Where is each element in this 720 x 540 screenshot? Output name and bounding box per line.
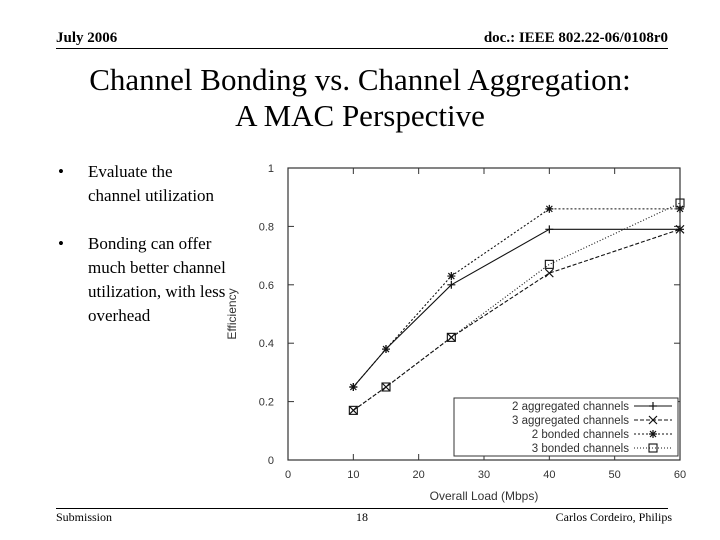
data-point-series-4 (675, 198, 685, 208)
y-tick-label: 0.6 (259, 280, 274, 292)
data-point-series-4 (544, 259, 554, 269)
x-tick-label: 20 (413, 469, 425, 481)
bullet-text: Bonding can offer much better channel ut… (88, 234, 226, 325)
title-line-1: Channel Bonding vs. Channel Aggregation: (89, 62, 631, 97)
data-point-series-2 (348, 405, 358, 415)
bullet-list: • Evaluate the channel utilization • Bon… (58, 160, 228, 352)
x-tick-label: 60 (674, 469, 686, 481)
footer-page-number: 18 (356, 510, 368, 524)
data-point-series-2 (381, 382, 391, 392)
footer-submission: Submission (56, 510, 113, 524)
bullet-mark: • (58, 234, 64, 253)
data-point-series-2 (446, 332, 456, 342)
footer-author: Carlos Cordeiro, Philips (555, 510, 672, 524)
slide-title: Channel Bonding vs. Channel Aggregation:… (0, 62, 720, 134)
data-point-series-2 (544, 268, 554, 278)
legend-entry-label: 3 aggregated channels (512, 415, 629, 427)
legend-marker-sample (649, 402, 657, 410)
header-doc-id: doc.: IEEE 802.22-06/0108r0 (483, 30, 668, 46)
x-tick-label: 40 (543, 469, 555, 481)
data-point-series-3 (382, 345, 390, 354)
series-line-3 (352, 208, 680, 388)
legend-entry-label: 2 bonded channels (532, 429, 629, 441)
data-point-series-3 (676, 204, 684, 213)
data-point-series-1 (545, 225, 554, 234)
legend-marker-sample (648, 443, 658, 453)
legend-marker-sample (648, 415, 658, 425)
data-point-series-4 (348, 405, 358, 415)
footer-rule (56, 508, 668, 509)
y-tick-label: 0 (268, 455, 274, 467)
x-tick-label: 10 (347, 469, 359, 481)
header-date: July 2006 (56, 30, 118, 46)
header-rule (56, 48, 668, 49)
x-tick-label: 30 (478, 469, 490, 481)
data-point-series-2 (675, 224, 685, 234)
y-tick-label: 1 (268, 163, 274, 175)
y-tick-label: 0.2 (259, 397, 274, 409)
y-tick-label: 0.4 (259, 338, 274, 350)
bullet-item: • Bonding can offer much better channel … (58, 232, 228, 328)
legend-entry-label: 3 bonded channels (532, 443, 629, 455)
series-line-1 (352, 228, 680, 388)
x-tick-label: 50 (609, 469, 621, 481)
title-line-2: A MAC Perspective (235, 98, 485, 133)
data-point-series-3 (545, 204, 554, 213)
series-line-4 (353, 202, 681, 411)
legend-box (453, 397, 679, 457)
legend-marker-sample (649, 430, 657, 438)
x-tick-label: 0 (285, 469, 291, 481)
data-point-series-1 (447, 280, 456, 289)
y-axis-label: Efficiency (225, 288, 239, 339)
legend-entry-label: 2 aggregated channels (512, 401, 629, 413)
series-line-2 (353, 228, 681, 411)
y-tick-label: 0.8 (259, 221, 274, 233)
data-point-series-3 (349, 383, 358, 391)
bullet-mark: • (58, 162, 64, 181)
bullet-text: Evaluate the channel utilization (88, 162, 215, 205)
data-point-series-4 (381, 382, 391, 392)
data-point-series-3 (447, 272, 456, 281)
data-point-series-4 (446, 332, 456, 342)
bullet-item: • Evaluate the channel utilization (58, 160, 228, 208)
x-axis-label: Overall Load (Mbps) (430, 489, 539, 503)
